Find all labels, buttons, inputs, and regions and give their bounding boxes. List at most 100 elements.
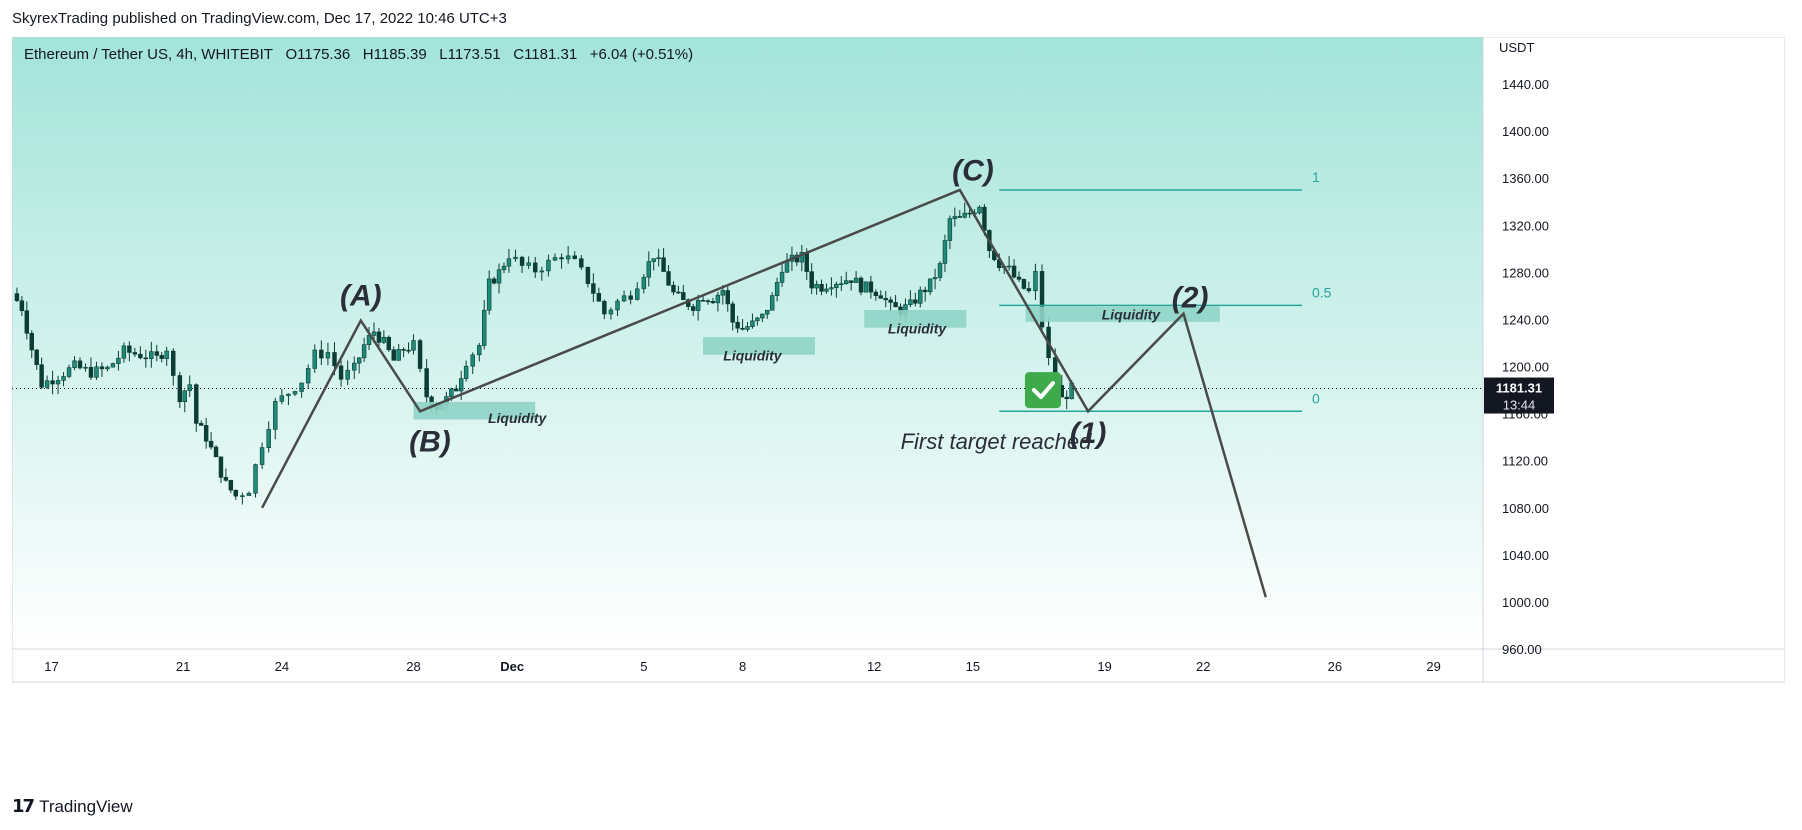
plot-border <box>12 37 1785 683</box>
candle-body <box>982 206 987 231</box>
candle-body <box>55 380 61 385</box>
candle-body <box>834 283 839 288</box>
candle-body <box>177 375 183 403</box>
candle-body <box>844 280 849 284</box>
candle-body <box>725 290 730 305</box>
candle-body <box>401 349 406 351</box>
candle-body <box>1021 279 1027 289</box>
candle-body <box>519 256 525 266</box>
candle-body <box>927 278 933 293</box>
candle-body <box>381 336 387 343</box>
current-price-label: 1181.31 13:44 <box>1484 377 1554 414</box>
candle-body <box>356 357 362 364</box>
candle-body <box>962 212 967 218</box>
candle-body <box>218 456 224 478</box>
candle-body <box>893 302 898 308</box>
candle-body <box>779 271 785 283</box>
candle-body <box>745 326 750 330</box>
candle-body <box>110 363 116 368</box>
candle-body <box>246 492 252 496</box>
candle-body <box>99 366 105 370</box>
x-tick-label: 22 <box>1196 659 1210 674</box>
candle-body <box>913 299 918 304</box>
candle-body <box>338 365 344 380</box>
legend-open: O1175.36 <box>285 46 351 63</box>
candle-body <box>72 360 77 368</box>
candle-body <box>681 292 686 300</box>
candle-body <box>259 447 265 465</box>
candle-body <box>853 277 859 283</box>
candle-body <box>292 391 298 395</box>
candle-body <box>396 349 401 361</box>
candle-body <box>615 300 620 311</box>
candle-body <box>755 317 760 322</box>
candle-body <box>132 352 138 355</box>
legend-high: H1185.39 <box>362 46 427 63</box>
candle-body <box>720 290 726 296</box>
drawings-layer: 1 0.5 0 Liquidity Liquidity Liquidity Liquidit… <box>12 155 1483 598</box>
chart-area[interactable]: 1 0.5 0 Liquidity Liquidity Liquidity Liquidit… <box>12 37 1785 783</box>
candles-layer <box>14 202 1074 505</box>
candle-body <box>470 354 475 367</box>
candle-body <box>873 291 879 296</box>
candle-body <box>319 349 324 359</box>
candle-body <box>585 266 591 284</box>
candle-body <box>213 446 219 458</box>
candle-body <box>501 265 507 271</box>
candle-body <box>240 495 245 497</box>
legend-symbol[interactable]: Ethereum / Tether US, 4h, WHITEBIT <box>24 46 273 63</box>
y-tick-label: 1120.00 <box>1502 454 1548 469</box>
liquidity-label: Liquidity <box>488 410 548 426</box>
check-icon <box>1024 372 1061 409</box>
fib-level-label: 1 <box>1312 169 1320 185</box>
price-axis[interactable]: 1440.00 1400.00 1360.00 1320.00 1280.00 1240.… <box>1502 77 1549 657</box>
y-tick-label: 1320.00 <box>1502 218 1549 233</box>
candle-body <box>661 257 666 272</box>
candle-body <box>848 280 854 283</box>
candle-body <box>700 299 706 302</box>
x-tick-label: 24 <box>275 659 289 674</box>
candle-body <box>286 393 291 397</box>
candle-body <box>143 357 149 360</box>
candle-body <box>769 295 775 311</box>
fib-level-label: 0.5 <box>1312 284 1332 300</box>
publisher-line: SkyrexTrading published on TradingView.c… <box>12 10 507 27</box>
candle-body <box>710 300 716 304</box>
candle-body <box>750 320 755 327</box>
candle-body <box>918 289 923 304</box>
wave-label: (2) <box>1172 282 1209 315</box>
candle-body <box>171 350 176 376</box>
time-axis[interactable]: 17 21 24 28 Dec 5 8 12 15 19 22 26 29 <box>44 659 1441 674</box>
candle-body <box>646 261 651 278</box>
candle-body <box>482 309 487 346</box>
x-tick-label: 21 <box>176 659 190 674</box>
countdown-value: 13:44 <box>1503 398 1536 413</box>
candle-body <box>417 340 423 369</box>
candle-body <box>411 340 416 351</box>
candle-body <box>312 349 317 369</box>
candle-body <box>559 257 564 260</box>
candle-body <box>591 283 596 294</box>
candle-body <box>799 252 805 263</box>
candle-body <box>506 258 512 267</box>
annotation-first-target: First target reached <box>901 429 1093 454</box>
candle-body <box>565 255 571 260</box>
liquidity-label: Liquidity <box>1102 306 1162 322</box>
wave-label: (B) <box>409 425 451 458</box>
candle-body <box>628 295 633 300</box>
x-tick-label: 8 <box>739 659 746 674</box>
candle-body <box>552 257 558 261</box>
candle-body <box>526 262 531 266</box>
candle-body <box>29 332 34 351</box>
candle-body <box>386 336 392 351</box>
candle-body <box>83 366 88 369</box>
candle-body <box>513 256 518 260</box>
tradingview-logo[interactable]: 17 TradingView <box>12 796 133 817</box>
candle-body <box>279 395 285 402</box>
candle-body <box>458 378 464 392</box>
candle-body <box>39 364 44 388</box>
candle-body <box>208 440 214 448</box>
candle-body <box>299 382 304 392</box>
candle-body <box>1026 288 1032 292</box>
candle-body <box>819 283 824 292</box>
